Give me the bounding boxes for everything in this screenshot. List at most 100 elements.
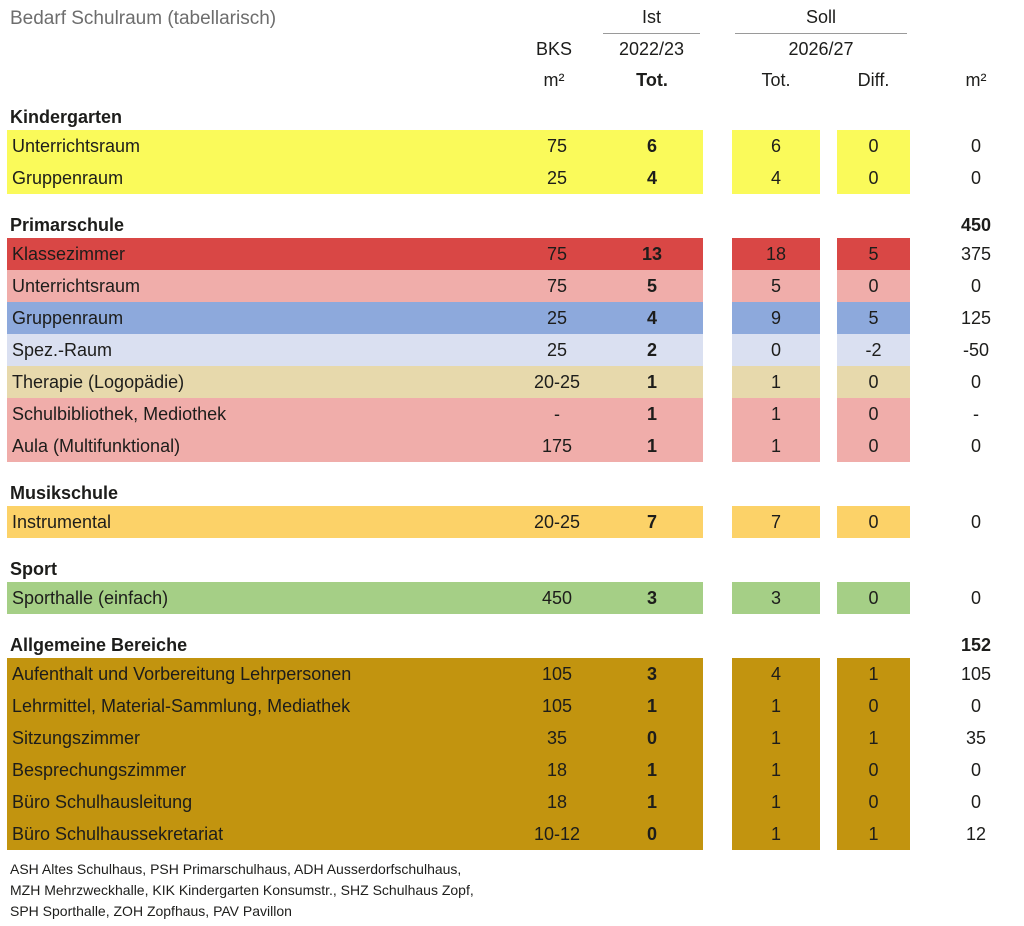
m2-cell: 0 (928, 430, 1024, 462)
m2-value: 0 (970, 511, 981, 532)
column-gap (703, 302, 732, 334)
soll-cell: 18 (732, 238, 820, 270)
diff-value: 0 (868, 511, 879, 532)
m2-cell: 0 (928, 366, 1024, 398)
column-gap (703, 754, 732, 786)
ist-tot-value: 1 (646, 371, 657, 392)
column-gap (910, 506, 928, 538)
section-rows: Sporthalle (einfach) 450 3 3 0 0 (0, 582, 1024, 614)
row-strip: Klassezimmer 75 13 (7, 238, 703, 270)
row-strip: Spez.-Raum 25 2 (7, 334, 703, 366)
column-gap (703, 366, 732, 398)
section-rows: Aufenthalt und Vorbereitung Lehrpersonen… (0, 658, 1024, 850)
column-gap (703, 690, 732, 722)
column-gap (820, 818, 837, 850)
ist-tot-value: 1 (646, 791, 657, 812)
soll-cell: 1 (732, 722, 820, 754)
soll-tot-value: 3 (770, 587, 781, 608)
m2-value: 105 (960, 663, 992, 684)
row-label: Büro Schulhaussekretariat (12, 823, 224, 844)
page-title: Bedarf Schulraum (tabellarisch) (10, 8, 277, 29)
column-gap (820, 398, 837, 430)
soll-tot-value: 1 (770, 695, 781, 716)
footnote-line: MZH Mehrzweckhalle, KIK Kindergarten Kon… (10, 882, 474, 898)
section-title: Primarschule (10, 214, 125, 235)
ist-tot-value: 1 (646, 403, 657, 424)
column-gap (703, 658, 732, 690)
soll-cell: 6 (732, 130, 820, 162)
row-strip: Therapie (Logopädie) 20-25 1 (7, 366, 703, 398)
diff-cell: 0 (837, 366, 910, 398)
bks-value: 35 (546, 727, 568, 748)
soll-tot-value: 9 (770, 307, 781, 328)
bks-value: 25 (546, 307, 568, 328)
bks-value: 18 (546, 759, 568, 780)
diff-cell: 1 (837, 722, 910, 754)
bks-value: 20-25 (533, 371, 581, 392)
ist-tot-value: 1 (646, 435, 657, 456)
m2-cell: 125 (928, 302, 1024, 334)
column-gap (703, 130, 732, 162)
table-row: Klassezimmer 75 13 18 5 375 (0, 238, 1024, 270)
diff-cell: 1 (837, 658, 910, 690)
soll-cell: 5 (732, 270, 820, 302)
ist-tot-value: 13 (641, 243, 663, 264)
m2-cell: 35 (928, 722, 1024, 754)
column-gap (910, 398, 928, 430)
row-label: Unterrichtsraum (12, 275, 141, 296)
diff-value: 5 (868, 243, 879, 264)
diff-value: 0 (868, 435, 879, 456)
ist-tot-value: 3 (646, 587, 657, 608)
table-row: Sitzungszimmer 35 0 1 1 35 (0, 722, 1024, 754)
bks-value: 450 (541, 587, 573, 608)
table-section: Musikschule Instrumental 20-25 7 7 0 0 (0, 480, 1024, 538)
soll-tot-value: 0 (770, 339, 781, 360)
section-header: Allgemeine Bereiche 152 (0, 632, 1024, 658)
m2-cell: 12 (928, 818, 1024, 850)
column-gap (910, 302, 928, 334)
row-label: Aula (Multifunktional) (12, 435, 181, 456)
m2-value: - (973, 403, 979, 424)
m2-cell: 0 (928, 506, 1024, 538)
row-label: Spez.-Raum (12, 339, 113, 360)
section-title: Sport (10, 558, 57, 579)
row-strip: Gruppenraum 25 4 (7, 302, 703, 334)
column-gap (820, 754, 837, 786)
diff-value: 0 (868, 403, 879, 424)
soll-tot-value: 1 (770, 759, 781, 780)
soll-cell: 9 (732, 302, 820, 334)
column-gap (910, 130, 928, 162)
row-label: Schulbibliothek, Mediothek (12, 403, 227, 424)
row-strip: Sitzungszimmer 35 0 (7, 722, 703, 754)
table-section: Kindergarten Unterrichtsraum 75 6 6 0 0 … (0, 104, 1024, 194)
diff-value: 0 (868, 275, 879, 296)
diff-value: 0 (868, 371, 879, 392)
abbreviation-footnote: ASH Altes Schulhaus, PSH Primarschulhaus… (10, 859, 1024, 922)
table-section: Primarschule 450 Klassezimmer 75 13 18 5… (0, 212, 1024, 462)
table-row: Sporthalle (einfach) 450 3 3 0 0 (0, 582, 1024, 614)
diff-cell: 0 (837, 270, 910, 302)
ist-tot-value: 0 (646, 727, 657, 748)
m2-value: 375 (960, 243, 992, 264)
column-gap (820, 302, 837, 334)
row-strip: Sporthalle (einfach) 450 3 (7, 582, 703, 614)
column-gap (910, 690, 928, 722)
m2-cell: 0 (928, 786, 1024, 818)
column-group-ist: Ist (641, 7, 661, 27)
soll-cell: 1 (732, 754, 820, 786)
diff-value: 5 (868, 307, 879, 328)
row-strip: Besprechungszimmer 18 1 (7, 754, 703, 786)
diff-cell: 0 (837, 582, 910, 614)
soll-cell: 4 (732, 162, 820, 194)
column-gap (703, 786, 732, 818)
column-gap (910, 582, 928, 614)
soll-tot-value: 1 (770, 403, 781, 424)
table-section: Allgemeine Bereiche 152 Aufenthalt und V… (0, 632, 1024, 850)
m2-cell: 0 (928, 270, 1024, 302)
column-gap (910, 162, 928, 194)
section-total-m2: 152 (960, 634, 992, 655)
soll-tot-value: 18 (765, 243, 787, 264)
column-gap (820, 582, 837, 614)
column-gap (703, 818, 732, 850)
